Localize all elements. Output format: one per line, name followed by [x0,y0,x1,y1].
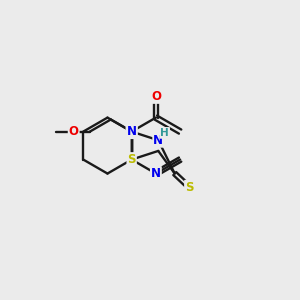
Text: N: N [127,125,137,138]
Text: N: N [153,134,163,147]
Text: N: N [151,167,161,180]
Text: O: O [69,125,79,138]
Text: S: S [185,181,194,194]
Text: O: O [151,90,161,103]
Text: H: H [160,128,169,138]
Text: N: N [127,125,137,138]
Text: S: S [128,153,136,166]
